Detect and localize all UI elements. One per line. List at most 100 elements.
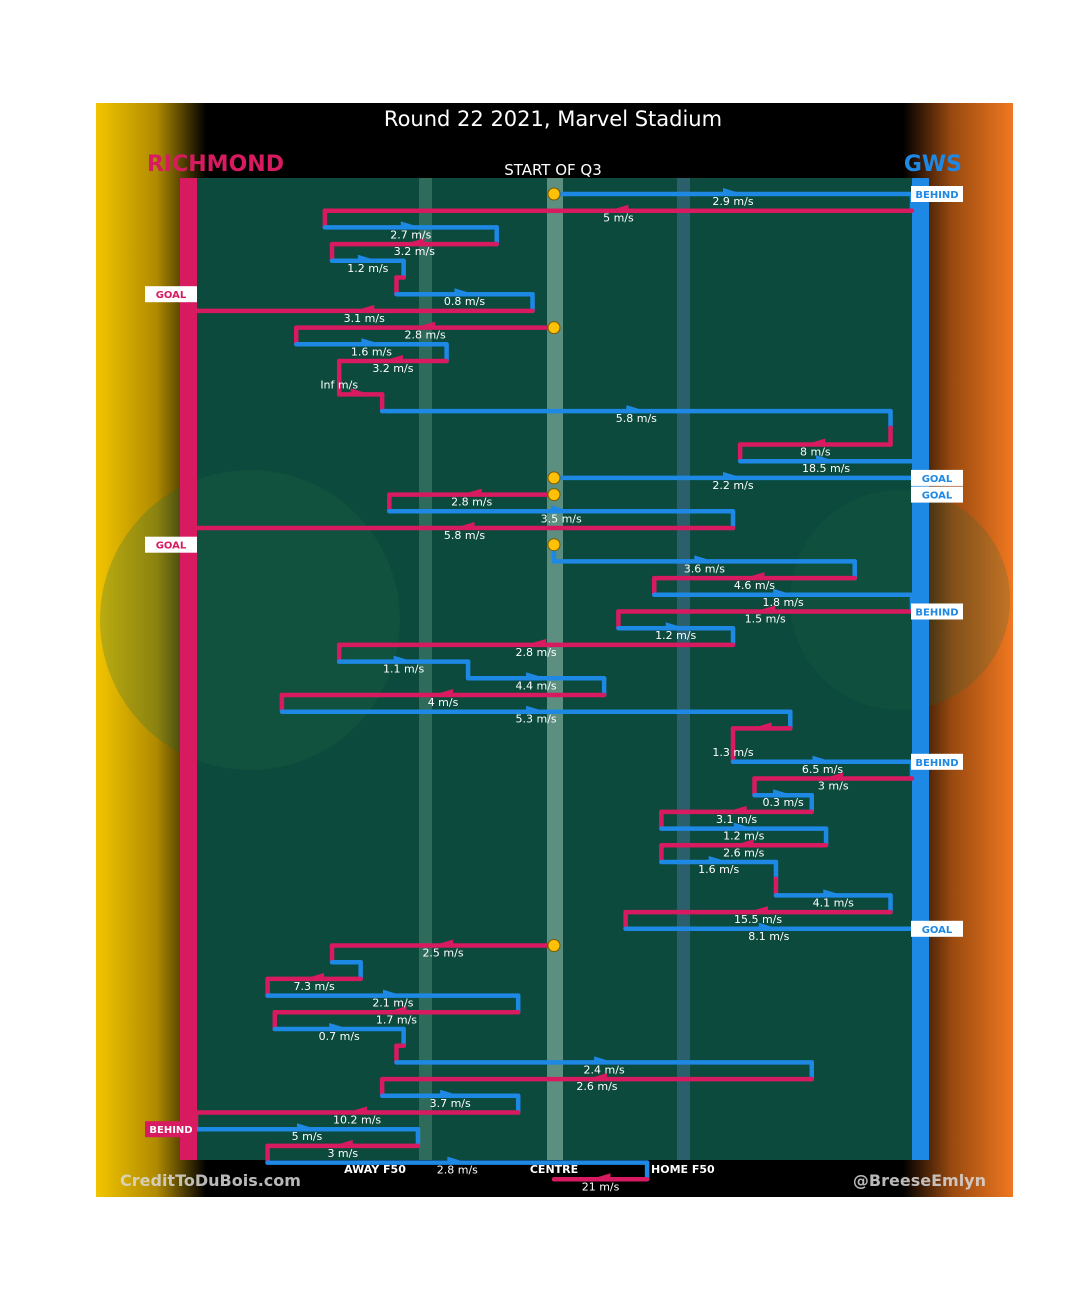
direction-arrow xyxy=(347,1106,368,1114)
ball-marker xyxy=(547,471,561,485)
speed-label: 3.2 m/s xyxy=(372,362,413,375)
direction-arrow xyxy=(332,1139,353,1147)
outcome-badge-bg xyxy=(911,186,963,202)
direction-arrow xyxy=(733,839,754,847)
speed-label: 0.3 m/s xyxy=(763,796,804,809)
speed-label: 4.1 m/s xyxy=(813,896,854,909)
direction-arrow xyxy=(723,188,743,195)
speed-label: 18.5 m/s xyxy=(802,462,850,475)
direction-arrow xyxy=(433,939,454,947)
outcome-badge-label: GOAL xyxy=(922,474,953,485)
speed-label: 0.8 m/s xyxy=(444,295,485,308)
direction-arrow xyxy=(744,572,765,580)
direction-arrow xyxy=(526,672,547,680)
direction-arrow xyxy=(805,438,826,446)
speed-label: 2.6 m/s xyxy=(723,846,764,859)
speed-label: 2.1 m/s xyxy=(372,997,413,1010)
speed-label: 1.3 m/s xyxy=(712,746,753,759)
richmond-logo-watermark xyxy=(100,470,400,770)
direction-arrow xyxy=(454,522,475,529)
x-tick-label: CENTRE xyxy=(530,1163,578,1176)
ball-marker xyxy=(547,538,561,552)
richmond-goal-bar xyxy=(180,178,197,1160)
speed-label: 8.1 m/s xyxy=(748,930,789,943)
speed-label: 1.5 m/s xyxy=(745,613,786,626)
home-team-label: RICHMOND xyxy=(147,152,284,177)
speed-label: 3.1 m/s xyxy=(716,813,757,826)
speed-label: 5.3 m/s xyxy=(516,713,557,726)
speed-label: 3 m/s xyxy=(818,780,849,793)
chains-layer xyxy=(193,188,915,1182)
outcome-badge: BEHIND xyxy=(911,186,963,202)
speed-label: 3.5 m/s xyxy=(541,512,582,525)
direction-arrow xyxy=(665,622,686,630)
speed-label: 0.7 m/s xyxy=(319,1030,360,1043)
speed-label: 7.3 m/s xyxy=(294,980,335,993)
x-tick-labels: AWAY F50 CENTRE HOME F50 xyxy=(344,1163,715,1176)
direction-arrow xyxy=(350,388,371,396)
speed-label: 2.2 m/s xyxy=(712,479,753,492)
speed-label: 1.8 m/s xyxy=(763,596,804,609)
direction-arrow xyxy=(404,238,425,246)
outcome-badge: GOAL xyxy=(911,469,963,486)
speed-label: 2.9 m/s xyxy=(712,195,753,208)
direction-arrow xyxy=(461,488,482,496)
direction-arrow xyxy=(329,1023,350,1030)
ball-marker xyxy=(547,321,561,335)
outcome-badge-bg xyxy=(911,486,963,503)
direction-arrow xyxy=(755,605,776,613)
outcome-badge-bg xyxy=(911,753,963,770)
speed-label: 2.4 m/s xyxy=(584,1063,625,1076)
direction-arrow xyxy=(812,755,833,763)
direction-arrow xyxy=(694,555,715,563)
speed-label: 2.8 m/s xyxy=(437,1164,478,1177)
outcome-badge-bg xyxy=(145,1121,197,1138)
speed-label: 1.7 m/s xyxy=(376,1013,417,1026)
direction-arrow xyxy=(386,1006,407,1014)
speed-label: 2.5 m/s xyxy=(422,947,463,960)
outcome-badge-label: GOAL xyxy=(922,925,953,936)
direction-arrow xyxy=(354,304,375,312)
outcome-badge-bg xyxy=(911,603,963,620)
outcome-badge-bg xyxy=(145,536,197,553)
outcome-badge: BEHIND xyxy=(911,603,963,620)
ball-markers-layer xyxy=(547,187,561,952)
direction-arrow xyxy=(823,772,844,780)
speed-label: 4.6 m/s xyxy=(734,579,775,592)
speed-label: 1.2 m/s xyxy=(655,629,696,642)
speed-label: 1.2 m/s xyxy=(723,830,764,843)
away-team-label: GWS xyxy=(904,152,962,177)
direction-arrow xyxy=(447,1156,468,1164)
direction-arrow xyxy=(454,288,475,296)
direction-arrow xyxy=(758,922,779,930)
direction-arrow xyxy=(551,505,572,513)
speed-label: 1.6 m/s xyxy=(351,345,392,358)
direction-arrow xyxy=(415,321,436,329)
direction-arrow xyxy=(626,405,647,413)
direction-arrow xyxy=(823,889,844,897)
outcome-badge-label: BEHIND xyxy=(149,1125,192,1136)
direction-arrow xyxy=(726,805,747,813)
ball-marker xyxy=(547,939,561,952)
direction-arrow xyxy=(708,856,729,863)
speed-label: 3.2 m/s xyxy=(394,245,435,258)
speed-label: 5.8 m/s xyxy=(616,412,657,425)
direction-arrow xyxy=(526,638,547,646)
speed-label: 3.1 m/s xyxy=(344,312,385,325)
outcome-badge-bg xyxy=(911,920,963,937)
direction-arrow xyxy=(357,254,378,262)
outcome-badge: GOAL xyxy=(911,920,963,937)
direction-arrow xyxy=(433,689,454,696)
outcome-badge: BEHIND xyxy=(911,753,963,770)
gws-goal-bar xyxy=(912,178,929,1160)
direction-arrow xyxy=(361,338,382,346)
outcome-badge-bg xyxy=(911,469,963,486)
period-label: START OF Q3 xyxy=(504,161,602,179)
outcome-badge-label: GOAL xyxy=(922,491,953,502)
speed-label: 3 m/s xyxy=(327,1147,358,1160)
direction-arrow xyxy=(382,355,403,362)
speed-label: 15.5 m/s xyxy=(734,913,782,926)
credit-right: @BreeseEmlyn xyxy=(853,1171,986,1190)
speed-label: 10.2 m/s xyxy=(333,1114,381,1127)
